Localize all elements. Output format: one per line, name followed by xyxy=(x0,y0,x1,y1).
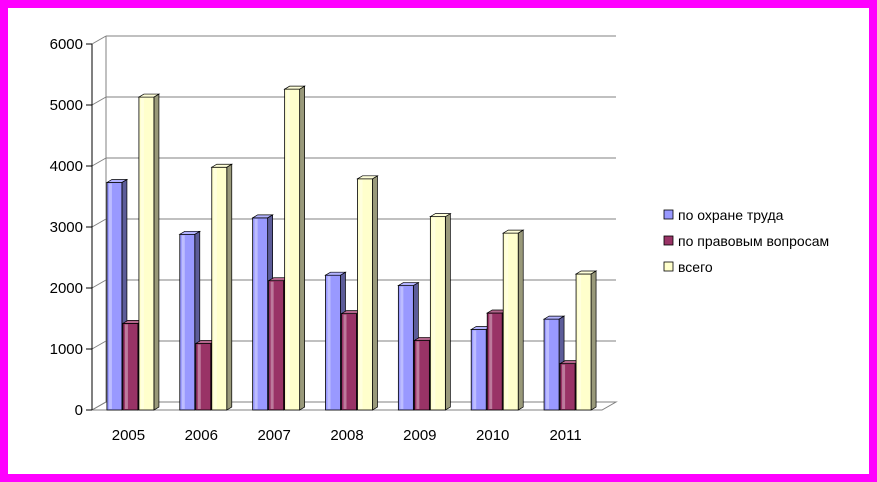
x-tick-label: 2006 xyxy=(185,427,218,444)
legend-swatch xyxy=(663,235,674,246)
x-tick-label: 2011 xyxy=(549,427,581,444)
bar-2011-series-0 xyxy=(542,315,566,411)
y-tick-label: 6000 xyxy=(50,36,83,53)
bar-2006-series-2 xyxy=(210,163,234,411)
x-tick-label: 2005 xyxy=(112,427,145,444)
bar-2011-series-2 xyxy=(574,270,598,411)
legend-label: по охране труда xyxy=(678,207,784,223)
y-tick-label: 1000 xyxy=(50,341,83,358)
grid-diagonal xyxy=(91,218,107,228)
grid-diagonal xyxy=(91,96,107,106)
y-tick-label: 2000 xyxy=(50,280,83,297)
bar-2010-series-2 xyxy=(501,229,525,411)
legend-swatch xyxy=(663,261,674,272)
grid-diagonal xyxy=(91,35,107,45)
legend-label: всего xyxy=(678,259,713,275)
y-tick-label: 5000 xyxy=(50,97,83,114)
grid-diagonal xyxy=(91,279,107,289)
y-tick-labels: 0 1000 2000 3000 4000 5000 6000 xyxy=(50,36,83,419)
legend-swatch xyxy=(663,209,674,220)
y-tick-label: 3000 xyxy=(50,219,83,236)
x-tick-labels: 2005 2006 2007 2008 2009 2010 2011 xyxy=(112,427,582,444)
x-tick-label: 2009 xyxy=(403,427,436,444)
y-tick-label: 4000 xyxy=(50,158,83,175)
grid-diagonal xyxy=(91,157,107,167)
legend: по охране труда по правовым вопросам всего xyxy=(663,207,829,275)
x-tick-label: 2007 xyxy=(257,427,290,444)
bar-2007-series-2 xyxy=(283,85,306,411)
legend-label: по правовым вопросам xyxy=(678,233,829,249)
bar-2008-series-2 xyxy=(356,175,379,411)
bar-2009-series-2 xyxy=(429,213,452,411)
y-tick-label: 0 xyxy=(75,402,83,419)
bar-2005-series-2 xyxy=(137,93,161,411)
grid-diagonal xyxy=(91,340,107,350)
x-tick-label: 2010 xyxy=(476,427,509,444)
bars xyxy=(105,85,598,411)
x-tick-label: 2008 xyxy=(330,427,363,444)
